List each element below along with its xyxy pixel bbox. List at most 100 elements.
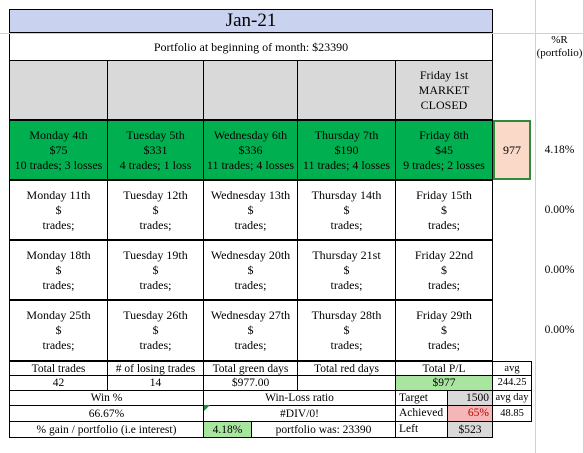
month-title-cell[interactable]: Jan-21 <box>9 9 493 33</box>
week0-friday-cell[interactable]: Friday 1st MARKET CLOSED <box>395 60 493 120</box>
green-days-label-cell[interactable]: Total green days <box>203 361 298 376</box>
target-value: 1500 <box>466 392 489 404</box>
total-trades-cell[interactable]: 42 <box>9 375 108 391</box>
week4-tuesday-cell[interactable]: Tuesday 26th $ trades; <box>107 300 204 361</box>
week0-wednesday-cell[interactable] <box>203 60 298 120</box>
week2-pct-cell[interactable]: 0.00% <box>535 200 584 220</box>
week3-tuesday-cell[interactable]: Tuesday 19th $ trades; <box>107 240 204 300</box>
week3-friday-cell[interactable]: Friday 22nd $ trades; <box>395 240 493 300</box>
day-text: Wednesday 27th $ trades; <box>210 308 291 352</box>
achieved-label-cell[interactable]: Achieved <box>395 405 448 422</box>
portfolio-was-cell[interactable]: portfolio was: 23390 <box>251 421 396 438</box>
total-pl-cell[interactable]: $977 <box>395 375 493 391</box>
day-text: Tuesday 5th $331 4 trades; 1 loss <box>119 127 192 172</box>
week3-pct-cell[interactable]: 0.00% <box>535 260 584 280</box>
target-label: Target <box>399 392 428 404</box>
day-text: Wednesday 6th $336 11 trades; 4 losses <box>206 127 295 172</box>
gain-label: % gain / portfolio (i.e interest) <box>36 423 177 436</box>
week1-monday-cell[interactable]: Monday 4th $75 10 trades; 3 losses <box>9 120 108 180</box>
week4-friday-cell[interactable]: Friday 29th $ trades; <box>395 300 493 361</box>
week3-wednesday-cell[interactable]: Wednesday 20th $ trades; <box>203 240 298 300</box>
day-text: Friday 15th $ trades; <box>416 187 472 232</box>
total-trades-label-cell[interactable]: Total trades <box>9 361 108 376</box>
week3-monday-cell[interactable]: Monday 18th $ trades; <box>9 240 108 300</box>
green-days-cell[interactable]: $977.00 <box>203 375 298 391</box>
red-days-label-cell[interactable]: Total red days <box>297 361 396 376</box>
total-trades-value: 42 <box>52 377 65 389</box>
week1-pct-cell[interactable]: 4.18% <box>535 140 584 160</box>
win-loss-label-cell[interactable]: Win-Loss ratio <box>203 390 396 406</box>
losing-trades-value: 14 <box>149 377 162 389</box>
win-loss-label: Win-Loss ratio <box>265 392 334 404</box>
week1-total-cell[interactable]: 977 <box>493 120 531 180</box>
week1-thursday-cell[interactable]: Thursday 7th $190 11 trades; 4 losses <box>297 120 396 180</box>
day-text: Friday 29th $ trades; <box>416 308 472 352</box>
week4-wednesday-cell[interactable]: Wednesday 27th $ trades; <box>203 300 298 361</box>
losing-trades-cell[interactable]: 14 <box>107 375 204 391</box>
r-portfolio-header-text: %R (portfolio) <box>536 34 583 59</box>
week0-monday-cell[interactable] <box>9 60 108 120</box>
avg-day-label: avg day <box>495 392 529 403</box>
win-pct-label-cell[interactable]: Win % <box>9 390 204 406</box>
red-days-cell[interactable] <box>297 375 396 391</box>
week2-monday-cell[interactable]: Monday 11th $ trades; <box>9 180 108 240</box>
achieved-day-cell[interactable]: 48.85 <box>492 405 532 422</box>
day-text: Monday 11th $ trades; <box>26 187 91 232</box>
win-pct-cell[interactable]: 66.67% <box>9 405 204 422</box>
portfolio-start-cell[interactable]: Portfolio at beginning of month: $23390 <box>9 34 493 60</box>
week2-pct: 0.00% <box>544 204 575 216</box>
market-closed-text: Friday 1st MARKET CLOSED <box>418 67 470 112</box>
total-trades-label: Total trades <box>31 362 86 375</box>
total-pl-label-cell[interactable]: Total P/L <box>395 361 493 376</box>
gain-value: 4.18% <box>212 423 243 436</box>
left-cell[interactable]: $523 <box>447 421 493 438</box>
gain-cell[interactable]: 4.18% <box>203 421 252 438</box>
comment-indicator-icon <box>204 405 210 411</box>
achieved-day-value: 48.85 <box>500 407 524 419</box>
week3-thursday-cell[interactable]: Thursday 21st $ trades; <box>297 240 396 300</box>
day-text: Tuesday 26th $ trades; <box>123 308 188 352</box>
green-days-label: Total green days <box>212 362 289 375</box>
day-text: Tuesday 19th $ trades; <box>123 247 188 292</box>
week4-thursday-cell[interactable]: Thursday 28th $ trades; <box>297 300 396 361</box>
win-loss-value: #DIV/0! <box>280 407 319 420</box>
win-pct-label: Win % <box>90 392 123 404</box>
losing-trades-label: # of losing trades <box>115 362 196 375</box>
win-loss-cell[interactable]: #DIV/0! <box>203 405 396 422</box>
week2-friday-cell[interactable]: Friday 15th $ trades; <box>395 180 493 240</box>
achieved-cell[interactable]: 65% <box>447 405 493 422</box>
target-label-cell[interactable]: Target <box>395 390 448 406</box>
left-label-cell[interactable]: Left <box>395 421 448 438</box>
target-cell[interactable]: 1500 <box>447 390 493 406</box>
week4-pct-cell[interactable]: 0.00% <box>535 320 584 340</box>
day-text: Tuesday 12th $ trades; <box>123 187 188 232</box>
day-text: Thursday 21st $ trades; <box>312 247 381 292</box>
achieved-label: Achieved <box>399 407 444 419</box>
total-pl-value: $977 <box>432 377 456 389</box>
gain-label-cell[interactable]: % gain / portfolio (i.e interest) <box>9 421 204 438</box>
week2-thursday-cell[interactable]: Thursday 14th $ trades; <box>297 180 396 240</box>
week4-monday-cell[interactable]: Monday 25th $ trades; <box>9 300 108 361</box>
day-text: Thursday 14th $ trades; <box>311 187 382 232</box>
week1-pct: 4.18% <box>544 144 575 156</box>
losing-trades-label-cell[interactable]: # of losing trades <box>107 361 204 376</box>
week0-tuesday-cell[interactable] <box>107 60 204 120</box>
week2-tuesday-cell[interactable]: Tuesday 12th $ trades; <box>107 180 204 240</box>
avg-label-cell[interactable]: avg <box>492 361 532 376</box>
r-portfolio-header[interactable]: %R (portfolio) <box>535 30 584 64</box>
win-pct-value: 66.67% <box>88 407 125 420</box>
avg-cell[interactable]: 244.25 <box>492 375 532 391</box>
avg-day-label-cell[interactable]: avg day <box>492 390 532 406</box>
day-text: Wednesday 13th $ trades; <box>210 187 291 232</box>
day-text: Thursday 28th $ trades; <box>311 308 382 352</box>
green-days-value: $977.00 <box>231 377 270 389</box>
portfolio-was-text: portfolio was: 23390 <box>275 423 372 436</box>
week0-thursday-cell[interactable] <box>297 60 396 120</box>
week2-wednesday-cell[interactable]: Wednesday 13th $ trades; <box>203 180 298 240</box>
day-text: Monday 25th $ trades; <box>26 308 91 352</box>
week1-wednesday-cell[interactable]: Wednesday 6th $336 11 trades; 4 losses <box>203 120 298 180</box>
week1-friday-cell[interactable]: Friday 8th $45 9 trades; 2 losses <box>395 120 493 180</box>
red-days-label: Total red days <box>314 362 379 375</box>
avg-label: avg <box>504 362 520 374</box>
week1-tuesday-cell[interactable]: Tuesday 5th $331 4 trades; 1 loss <box>107 120 204 180</box>
